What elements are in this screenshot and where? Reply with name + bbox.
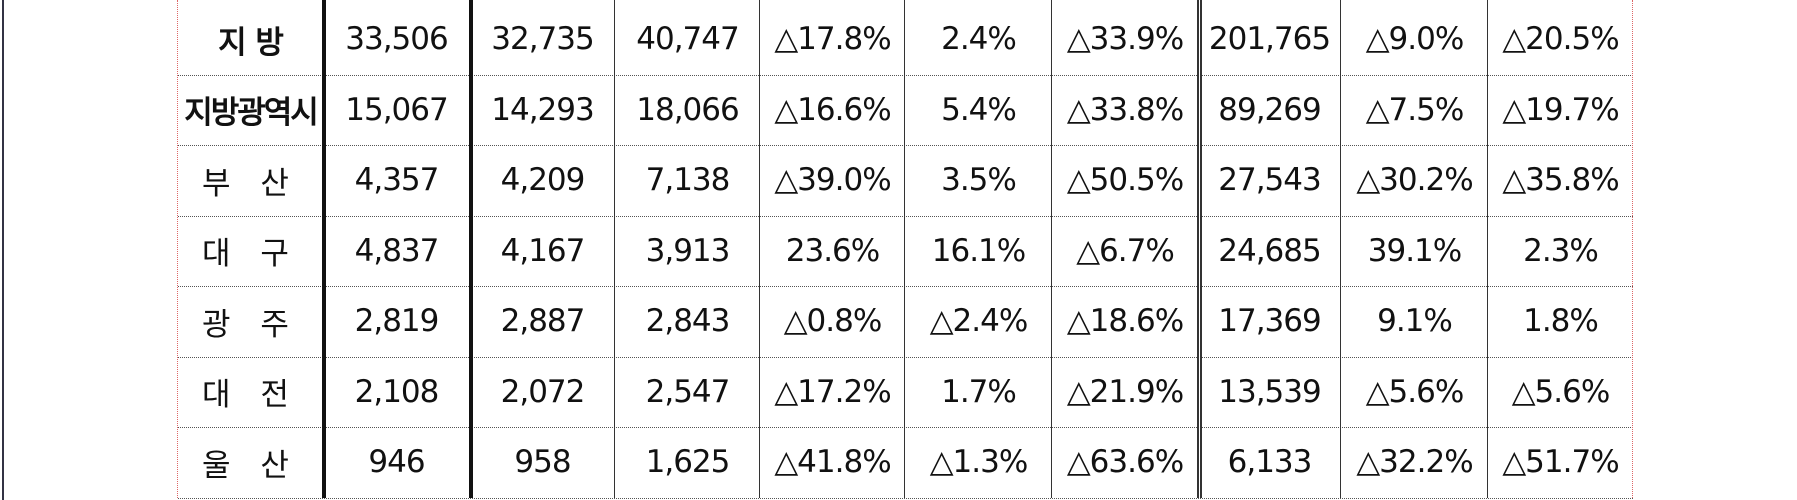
table-cell: 5.4% — [941, 91, 1017, 128]
column-line — [1197, 0, 1202, 498]
table-cell: 4,209 — [500, 162, 586, 199]
column-line — [177, 0, 178, 498]
table-cell: 17,369 — [1218, 303, 1321, 340]
row-label: 대 구 — [202, 236, 299, 273]
table-cell: 4,357 — [354, 162, 440, 199]
table-cell: 2,887 — [500, 303, 586, 340]
column-line — [1487, 0, 1488, 498]
table-cell: △19.7% — [1502, 91, 1619, 128]
row-label: 지방광역시 — [184, 95, 319, 132]
table-cell: 7,138 — [645, 162, 731, 199]
table-cell: 39.1% — [1367, 232, 1462, 269]
table-cell: 2,547 — [645, 373, 731, 410]
table-cell: 4,167 — [500, 232, 586, 269]
table-cell: 1,625 — [645, 444, 731, 481]
table-cell: 958 — [514, 444, 571, 481]
table-cell: 18,066 — [636, 91, 739, 128]
table-cell: 2.4% — [941, 21, 1017, 58]
column-line — [1051, 0, 1052, 498]
table-cell: △51.7% — [1502, 444, 1619, 481]
row-line — [178, 286, 1633, 287]
table-cell: △30.2% — [1356, 162, 1473, 199]
column-line — [1340, 0, 1341, 498]
table-cell: 201,765 — [1208, 21, 1331, 58]
table-cell: 14,293 — [491, 91, 594, 128]
row-line — [178, 145, 1633, 146]
table-cell: △0.8% — [783, 303, 883, 340]
table-cell: △5.6% — [1365, 373, 1465, 410]
row-label: 울 산 — [202, 447, 299, 484]
column-line — [904, 0, 905, 498]
row-line — [178, 497, 1633, 499]
table-cell: △7.5% — [1365, 91, 1465, 128]
table-cell: 33,506 — [345, 21, 448, 58]
table-cell: 13,539 — [1218, 373, 1321, 410]
table-cell: △17.8% — [774, 21, 891, 58]
table-cell: 2,819 — [354, 303, 440, 340]
table-cell: 2,072 — [500, 373, 586, 410]
column-line — [614, 0, 615, 498]
table-cell: △2.4% — [929, 303, 1029, 340]
column-line — [322, 0, 326, 498]
column-line — [759, 0, 760, 498]
table-cell: 2.3% — [1523, 232, 1599, 269]
table-cell: △35.8% — [1502, 162, 1619, 199]
table-cell: △5.6% — [1511, 373, 1611, 410]
table-cell: △33.8% — [1066, 91, 1184, 128]
table-cell: 6,133 — [1227, 444, 1313, 481]
table-cell: △39.0% — [774, 162, 891, 199]
table-cell: 3,913 — [645, 232, 731, 269]
table-cell: 15,067 — [345, 91, 448, 128]
row-label: 지 방 — [218, 24, 284, 61]
table-cell: △50.5% — [1066, 162, 1184, 199]
table-cell: 24,685 — [1218, 232, 1321, 269]
table-cell: △17.2% — [774, 373, 891, 410]
row-label: 광 주 — [202, 306, 299, 343]
table-cell: △9.0% — [1365, 21, 1465, 58]
table-cell: 40,747 — [636, 21, 739, 58]
table-cell: △16.6% — [774, 91, 891, 128]
table-cell: 32,735 — [491, 21, 594, 58]
table-cell: 23.6% — [785, 232, 880, 269]
table-cell: △20.5% — [1502, 21, 1619, 58]
table-cell: 89,269 — [1218, 91, 1321, 128]
table-cell: 946 — [368, 444, 425, 481]
table-cell: 2,843 — [645, 303, 731, 340]
page-edge — [2, 0, 4, 500]
table-cell: △32.2% — [1356, 444, 1473, 481]
table-cell: △63.6% — [1066, 444, 1184, 481]
table-cell: 16.1% — [931, 232, 1026, 269]
table-cell: △21.9% — [1066, 373, 1184, 410]
table-cell: 27,543 — [1218, 162, 1321, 199]
table-cell: 1.8% — [1523, 303, 1599, 340]
row-label: 부 산 — [202, 165, 299, 202]
table-cell: 1.7% — [941, 373, 1017, 410]
row-line — [178, 74, 1633, 76]
table-cell: △1.3% — [929, 444, 1029, 481]
table-cell: 4,837 — [354, 232, 440, 269]
row-label: 대 전 — [202, 377, 299, 414]
table-cell: △18.6% — [1066, 303, 1184, 340]
table-cell: 3.5% — [941, 162, 1017, 199]
column-line — [1632, 0, 1633, 498]
table-cell: △41.8% — [774, 444, 891, 481]
table-cell: 9.1% — [1377, 303, 1453, 340]
column-line — [469, 0, 473, 498]
row-line — [178, 356, 1633, 358]
row-line — [178, 427, 1633, 428]
table-cell: △6.7% — [1076, 232, 1175, 269]
table-cell: △33.9% — [1066, 21, 1184, 58]
table-cell: 2,108 — [354, 373, 440, 410]
row-line — [178, 215, 1633, 217]
